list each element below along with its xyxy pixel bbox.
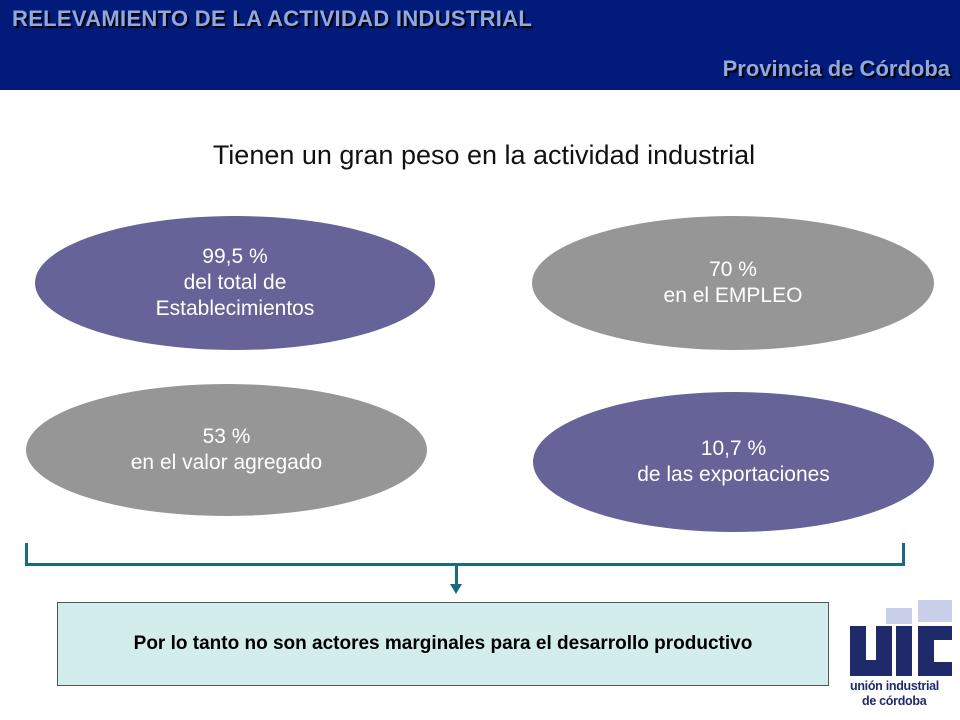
bracket-left-end	[25, 543, 28, 566]
stat-value: 70 %	[709, 258, 757, 281]
stat-value: 10,7 %	[700, 437, 767, 460]
stat-label-line: del total de	[183, 271, 287, 294]
logo-line-2: de córdoba	[862, 694, 927, 708]
stat-empleo: 70 % en el EMPLEO	[532, 216, 934, 350]
arrow-down-stem	[455, 566, 458, 586]
bracket-bar	[25, 563, 905, 566]
stat-value: 53 %	[202, 425, 251, 448]
uic-logo-mark	[850, 600, 952, 676]
stat-valor-agregado: 53 % en el valor agregado	[26, 384, 427, 516]
stat-exportaciones: 10,7 % de las exportaciones	[533, 392, 934, 532]
arrow-down-icon	[450, 584, 462, 594]
stat-label-line: de las exportaciones	[637, 463, 830, 486]
header-title: RELEVAMIENTO DE LA ACTIVIDAD INDUSTRIAL	[12, 6, 533, 31]
main-title: Tienen un gran peso en la actividad indu…	[212, 140, 756, 170]
stat-label-line: en el EMPLEO	[663, 284, 803, 307]
stat-label-line: en el valor agregado	[130, 451, 323, 474]
stat-value: 99,5 %	[202, 245, 268, 268]
uic-logo: unión industrial de córdoba	[838, 600, 960, 720]
logo-line-1: unión industrial	[850, 679, 939, 693]
header-bar: RELEVAMIENTO DE LA ACTIVIDAD INDUSTRIAL …	[0, 0, 960, 90]
header-subtitle: Provincia de Córdoba	[722, 56, 950, 81]
stat-establecimientos: 99,5 % del total de Establecimientos	[35, 216, 435, 350]
conclusion-box: Por lo tanto no son actores marginales p…	[57, 602, 829, 686]
bracket-right-end	[902, 543, 905, 566]
stat-label-line: Establecimientos	[155, 297, 315, 320]
conclusion-text: Por lo tanto no son actores marginales p…	[133, 633, 753, 654]
